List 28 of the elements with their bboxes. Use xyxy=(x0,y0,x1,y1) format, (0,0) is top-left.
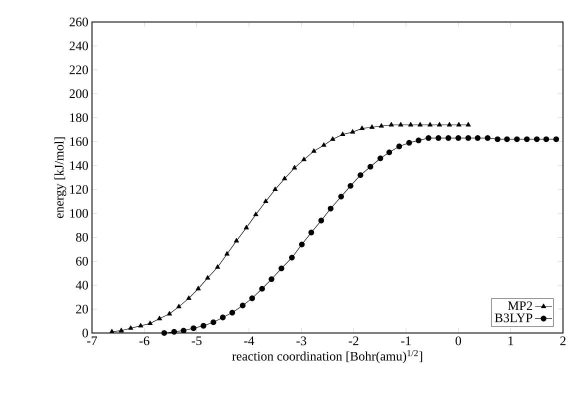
y-tick-label: 180 xyxy=(70,113,88,122)
y-tick-label: 40 xyxy=(76,280,88,290)
y-tick-label: 100 xyxy=(70,209,88,218)
legend-label: MP2 xyxy=(508,301,532,310)
y-tick-label: 60 xyxy=(76,256,88,266)
y-tick-label: 140 xyxy=(70,161,88,170)
y-tick-label: 220 xyxy=(70,65,88,74)
y-tick-label: 160 xyxy=(70,137,88,146)
y-tick-label: 80 xyxy=(76,232,88,242)
y-tick-label: 240 xyxy=(70,42,88,50)
x-axis-title: reaction coordination [Bohr(amu)$^{1/2}$] xyxy=(232,350,422,364)
legend-label: B3LYP xyxy=(494,314,532,322)
x-tick-label: 2 xyxy=(560,336,566,346)
x-tick-label: 1 xyxy=(508,336,514,346)
y-tick-label: 0 xyxy=(82,328,88,338)
x-tick-label: -3 xyxy=(296,336,306,346)
x-tick-label: -7 xyxy=(87,336,98,345)
y-tick-label: 260 xyxy=(70,18,88,26)
x-tick-label: -1 xyxy=(401,336,411,346)
x-tick-label: 0 xyxy=(456,336,462,346)
x-tick-label: -6 xyxy=(139,336,150,346)
x-tick-label: -4 xyxy=(244,336,254,346)
y-tick-label: 20 xyxy=(76,304,88,314)
x-tick-label: -5 xyxy=(192,336,202,346)
y-axis-title: energy [kJ/mol] xyxy=(54,137,66,218)
y-tick-label: 120 xyxy=(70,185,88,194)
x-tick-label: -2 xyxy=(348,336,358,346)
y-tick-label: 200 xyxy=(70,89,88,98)
